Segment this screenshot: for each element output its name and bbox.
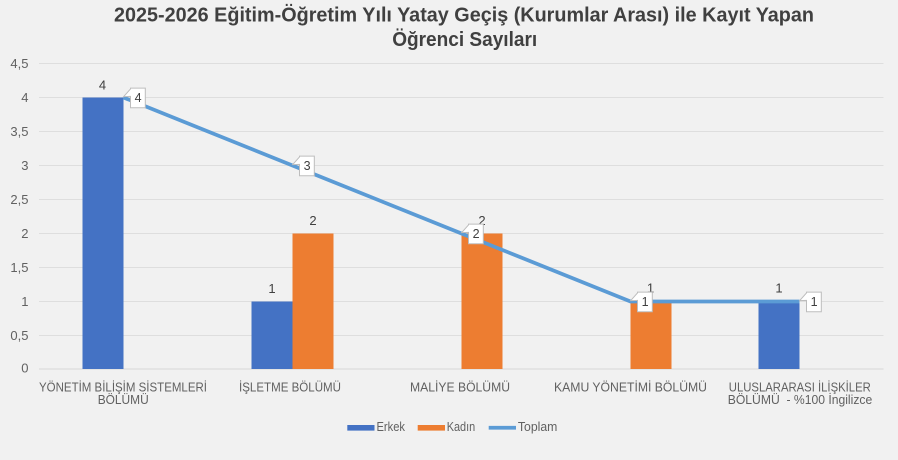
svg-text:Erkek: Erkek xyxy=(377,419,406,434)
svg-text:0,5: 0,5 xyxy=(10,328,28,343)
svg-text:Kadın: Kadın xyxy=(447,419,476,434)
svg-text:1: 1 xyxy=(268,281,275,296)
svg-text:1: 1 xyxy=(21,294,28,309)
svg-text:1: 1 xyxy=(775,280,782,295)
svg-text:0: 0 xyxy=(21,361,28,376)
svg-text:3: 3 xyxy=(21,158,28,173)
svg-text:1: 1 xyxy=(811,295,818,309)
svg-text:YÖNETİM BİLİŞİM SİSTEMLERİ: YÖNETİM BİLİŞİM SİSTEMLERİ xyxy=(39,380,207,394)
svg-text:MALİYE BÖLÜMÜ: MALİYE BÖLÜMÜ xyxy=(410,380,510,394)
svg-text:2,5: 2,5 xyxy=(10,192,28,207)
svg-text:4: 4 xyxy=(99,77,106,92)
svg-text:2: 2 xyxy=(478,213,485,228)
svg-text:1: 1 xyxy=(647,280,654,295)
svg-text:1,5: 1,5 xyxy=(10,260,28,275)
svg-text:ULUSLARARASI İLİŞKİLER: ULUSLARARASI İLİŞKİLER xyxy=(729,380,871,394)
svg-text:2: 2 xyxy=(473,227,480,241)
svg-text:1: 1 xyxy=(642,295,649,309)
svg-text:2: 2 xyxy=(309,213,316,228)
svg-text:4: 4 xyxy=(21,90,28,105)
svg-text:KAMU YÖNETİMİ BÖLÜMÜ: KAMU YÖNETİMİ BÖLÜMÜ xyxy=(554,380,707,394)
svg-text:Öğrenci Sayıları: Öğrenci Sayıları xyxy=(392,28,537,51)
svg-text:BÖLÜMÜ: BÖLÜMÜ xyxy=(98,393,149,407)
svg-text:İŞLETME BÖLÜMÜ: İŞLETME BÖLÜMÜ xyxy=(239,380,341,394)
svg-text:3,5: 3,5 xyxy=(10,124,28,139)
svg-text:BÖLÜMÜ - %100 İngilizce: BÖLÜMÜ - %100 İngilizce xyxy=(728,393,873,407)
svg-text:4,5: 4,5 xyxy=(10,56,28,71)
svg-text:Toplam: Toplam xyxy=(518,419,558,434)
svg-text:2: 2 xyxy=(21,226,28,241)
svg-text:2025-2026 Eğitim-Öğretim Yılı: 2025-2026 Eğitim-Öğretim Yılı Yatay Geçi… xyxy=(114,4,814,27)
svg-text:4: 4 xyxy=(135,91,142,105)
svg-text:3: 3 xyxy=(304,159,311,173)
